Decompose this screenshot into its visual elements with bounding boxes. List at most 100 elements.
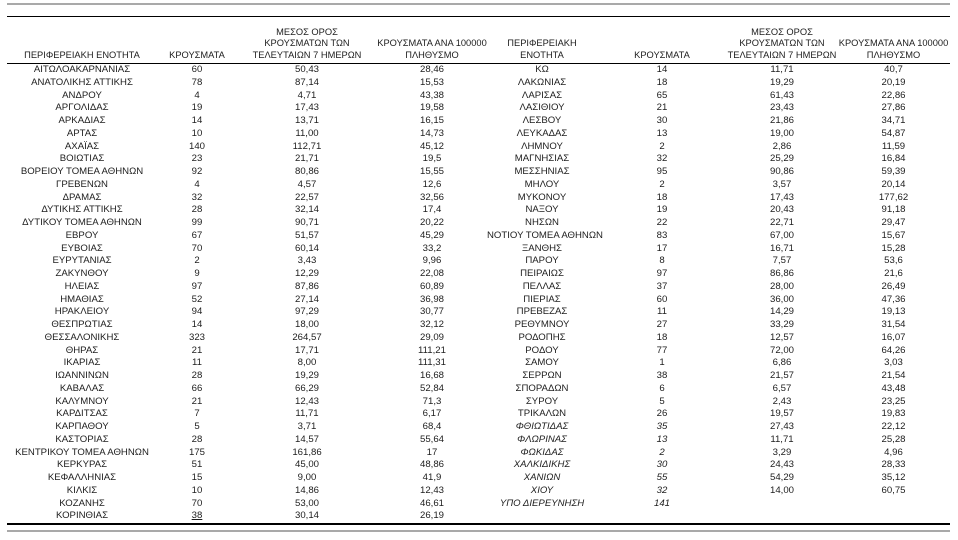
cell-cases: 4 <box>194 178 200 190</box>
cell-cases: 17 <box>656 242 668 254</box>
cell-region: ΒΟΙΩΤΙΑΣ <box>59 153 105 165</box>
cell-per100k: 12,43 <box>419 484 444 496</box>
cell-per100k: 111,21 <box>418 344 446 356</box>
cell-per100k: 45,12 <box>419 140 444 152</box>
cell-region: ΕΒΡΟΥ <box>65 229 99 241</box>
cell-avg7: 21,86 <box>769 115 794 126</box>
cell-region: ΗΡΑΚΛΕΙΟΥ <box>54 306 110 318</box>
cell-per100k: 36,98 <box>419 293 444 305</box>
cell-avg7: 27,43 <box>769 421 794 432</box>
cell-cases: 35 <box>656 421 668 432</box>
table-row: ΒΟΙΩΤΙΑΣ 23 21,71 19,5 ΜΑΓΝΗΣΙΑΣ 32 25,29 16,84 <box>7 153 950 166</box>
cell-cases: 4 <box>194 89 200 101</box>
table-row: ΑΙΤΩΛΟΑΚΑΡΝΑΝΙΑΣ 60 50,43 28,46 ΚΩ 14 11,71 40,… <box>7 64 950 77</box>
cell-per100k: 25,28 <box>881 433 906 445</box>
cell-cases: 14 <box>191 115 203 126</box>
column-header: ΜΕΣΟΣ ΟΡΟΣ ΚΡΟΥΣΜΑΤΩΝ ΤΩΝ ΤΕΛΕΥΤΑΙΩΝ 7 Η… <box>727 16 837 64</box>
table-row: ΚΟΡΙΝΘΙΑΣ 38 30,14 26,19 <box>7 510 950 524</box>
cell-region: ΚΑΣΤΟΡΙΑΣ <box>55 433 109 445</box>
cell-cases: 38 <box>191 510 203 522</box>
cell-region: ΑΡΚΑΔΙΑΣ <box>58 115 106 126</box>
cell-cases: 5 <box>194 421 200 432</box>
cell-cases: 10 <box>191 484 203 496</box>
table-row: ΘΕΣΠΡΩΤΙΑΣ 14 18,00 32,12 ΡΕΘΥΜΝΟΥ 27 33,29 31,… <box>7 319 950 332</box>
cell-avg7: 25,29 <box>769 153 794 165</box>
cell-avg7: 86,86 <box>769 268 794 279</box>
cell-cases: 323 <box>188 331 205 343</box>
cell-cases: 5 <box>659 395 665 407</box>
cell-per100k: 59,39 <box>881 166 906 177</box>
cell-region: ΚΟΡΙΝΘΙΑΣ <box>55 510 109 522</box>
cell-cases: 22 <box>656 217 668 228</box>
cell-avg7 <box>727 498 837 511</box>
cell-avg7: 9,00 <box>297 472 317 483</box>
cell-per100k: 16,07 <box>881 331 906 343</box>
cell-avg7: 54,29 <box>769 472 794 483</box>
cell-avg7: 32,14 <box>294 204 319 216</box>
cell-region: ΑΝΔΡΟΥ <box>62 89 102 101</box>
cell-region: ΗΛΕΙΑΣ <box>64 280 100 292</box>
table-row: ΚΕΝΤΡΙΚΟΥ ΤΟΜΕΑ ΑΘΗΝΩΝ 175 161,86 17 ΦΩΚΙΔΑΣ… <box>7 447 950 460</box>
cell-per100k: 54,87 <box>881 127 906 139</box>
table-row: ΘΗΡΑΣ 21 17,71 111,21 ΡΟΔΟΥ 77 72,00 64,26 <box>7 345 950 358</box>
column-header: ΠΕΡΙΦΕΡΕΙΑΚΗ ΕΝΟΤΗΤΑ <box>7 16 157 64</box>
cell-per100k: 22,08 <box>419 268 444 279</box>
cell-per100k: 60,75 <box>881 484 906 496</box>
cell-per100k: 32,12 <box>419 319 444 330</box>
cell-region: ΚΑΒΑΛΑΣ <box>59 382 105 394</box>
cell-region: ΡΟΔΟΠΗΣ <box>518 331 566 343</box>
cell-region: ΣΕΡΡΩΝ <box>522 370 562 381</box>
cell-per100k: 91,18 <box>881 204 906 216</box>
table-row: ΑΧΑΪΑΣ 140 112,71 45,12 ΛΗΜΝΟΥ 2 2,86 11,59 <box>7 141 950 154</box>
cell-cases: 37 <box>656 280 668 292</box>
table-row: ΕΥΡΥΤΑΝΙΑΣ 2 3,43 9,96 ΠΑΡΟΥ 8 7,57 53,6 <box>7 255 950 268</box>
cell-per100k: 19,83 <box>881 408 906 420</box>
cell-avg7: 3,57 <box>772 178 792 190</box>
cell-per100k: 68,4 <box>422 421 442 432</box>
cell-region: ΒΟΡΕΙΟΥ ΤΟΜΕΑ ΑΘΗΝΩΝ <box>20 166 144 177</box>
cell-cases: 77 <box>656 344 668 356</box>
cell-avg7: 4,57 <box>297 178 317 190</box>
cell-per100k: 20,22 <box>419 217 444 228</box>
cell-per100k: 26,49 <box>881 280 906 292</box>
cell-per100k: 12,6 <box>422 178 442 190</box>
cell-region: ΘΗΡΑΣ <box>65 344 99 356</box>
bottom-gray-rule <box>7 530 950 532</box>
table-row: ΔΥΤΙΚΟΥ ΤΟΜΕΑ ΑΘΗΝΩΝ 99 90,71 20,22 ΝΗΣΩΝ 22 2… <box>7 217 950 230</box>
cell-cases: 13 <box>656 127 668 139</box>
cell-per100k: 17 <box>426 446 438 458</box>
cell-avg7: 28,00 <box>769 280 794 292</box>
cell-cases: 95 <box>656 166 668 177</box>
cell-per100k: 4,96 <box>884 446 903 458</box>
cell-cases: 70 <box>191 242 203 254</box>
cell-avg7: 19,00 <box>769 127 794 139</box>
cell-per100k: 40,7 <box>884 64 903 75</box>
cell-region: ΠΑΡΟΥ <box>525 255 559 267</box>
cell-cases: 28 <box>191 204 203 216</box>
cell-cases: 32 <box>656 484 668 496</box>
cell-region: ΡΕΘΥΜΝΟΥ <box>514 319 570 330</box>
cell-cases: 2 <box>194 255 200 267</box>
cell-avg7: 4,71 <box>297 89 317 101</box>
column-header: ΚΡΟΥΣΜΑΤΑ ΑΝΑ 100000 ΠΛΗΘΥΣΜΟ <box>837 16 950 64</box>
cell-avg7: 14,29 <box>769 306 794 318</box>
cell-avg7: 72,00 <box>769 344 794 356</box>
table-row: ΚΟΖΑΝΗΣ 70 53,00 46,61 ΥΠΟ ΔΙΕΡΕΥΝΗΣΗ 141 <box>7 498 950 511</box>
cell-per100k: 23,25 <box>881 395 906 407</box>
cell-region: ΚΑΡΔΙΤΣΑΣ <box>56 408 108 420</box>
cell-avg7: 8,00 <box>297 357 317 369</box>
cell-per100k: 64,26 <box>881 344 906 356</box>
cell-region: ΠΙΕΡΙΑΣ <box>523 293 561 305</box>
cell-cases: 8 <box>659 255 665 267</box>
cell-cases: 13 <box>656 433 668 445</box>
cell-per100k: 26,19 <box>419 510 444 522</box>
table-row: ΚΙΛΚΙΣ 10 14,86 12,43 ΧΙΟΥ 32 14,00 60,75 <box>7 485 950 498</box>
cell-per100k: 19,58 <box>419 102 444 114</box>
cell-avg7: 67,00 <box>769 229 794 241</box>
cell-region: ΙΩΑΝΝΙΝΩΝ <box>55 370 109 381</box>
cell-avg7: 18,00 <box>294 319 319 330</box>
cell-region: ΗΜΑΘΙΑΣ <box>60 293 104 305</box>
cell-region: ΛΕΥΚΑΔΑΣ <box>516 127 568 139</box>
table-row: ΗΜΑΘΙΑΣ 52 27,14 36,98 ΠΙΕΡΙΑΣ 60 36,00 47,36 <box>7 294 950 307</box>
